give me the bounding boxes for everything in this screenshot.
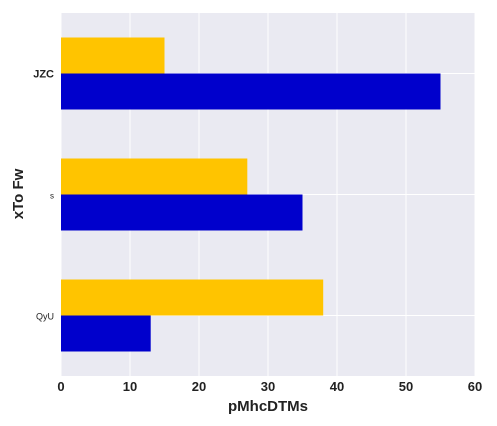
x-tick-label: 50 bbox=[399, 379, 413, 394]
x-tick-label: 0 bbox=[57, 379, 64, 394]
x-tick-label: 30 bbox=[261, 379, 275, 394]
bar bbox=[61, 37, 165, 74]
x-tick-label: 60 bbox=[468, 379, 482, 394]
bar bbox=[61, 315, 151, 352]
bar bbox=[61, 279, 324, 316]
bar bbox=[61, 73, 441, 110]
y-axis-categories: QyU s JZC bbox=[33, 69, 54, 322]
bar bbox=[61, 158, 248, 195]
y-category-label: QyU bbox=[36, 312, 54, 322]
y-axis-title: xTo Fw bbox=[10, 168, 27, 219]
x-tick-label: 20 bbox=[192, 379, 206, 394]
x-axis-title: pMhcDTMs bbox=[228, 398, 308, 415]
bar bbox=[61, 194, 303, 231]
y-category-label: JZC bbox=[33, 69, 54, 81]
x-tick-label: 10 bbox=[123, 379, 137, 394]
x-axis-ticks: 0 10 20 30 40 50 60 bbox=[57, 379, 482, 394]
x-tick-label: 40 bbox=[330, 379, 344, 394]
y-category-label: s bbox=[50, 192, 54, 201]
bars bbox=[61, 37, 441, 352]
